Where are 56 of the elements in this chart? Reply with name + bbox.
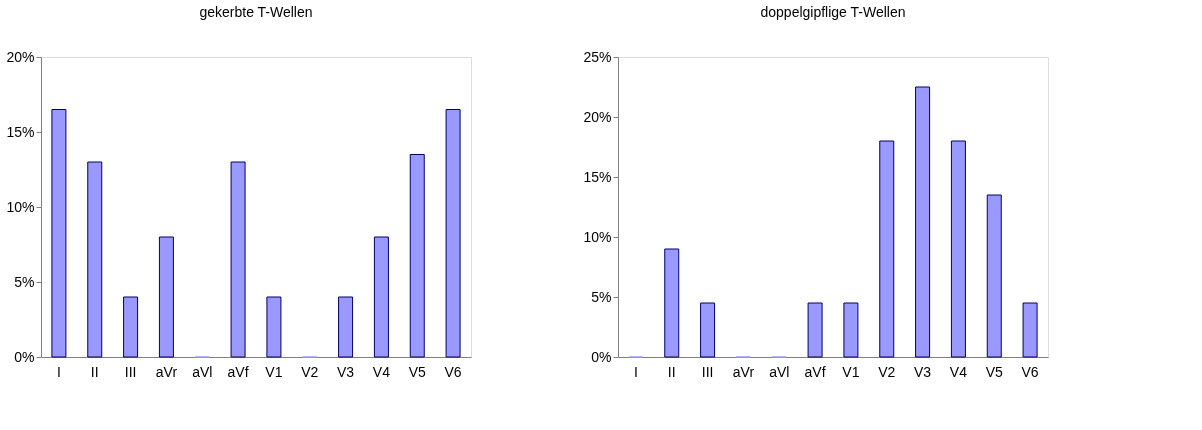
x-tick-label: aVf bbox=[227, 363, 249, 380]
bar bbox=[843, 302, 859, 358]
x-tick-label: III bbox=[701, 363, 714, 380]
y-tick-label: 10% bbox=[583, 228, 612, 245]
bar bbox=[373, 236, 389, 358]
bar bbox=[87, 161, 103, 358]
x-tick-label: II bbox=[90, 363, 99, 380]
y-tick-label: 20% bbox=[583, 108, 612, 125]
bar bbox=[950, 140, 966, 358]
bar bbox=[986, 194, 1002, 358]
x-tick-label: V6 bbox=[1021, 363, 1039, 380]
x-tick-label: aVr bbox=[732, 363, 755, 380]
x-tick-label: aVf bbox=[804, 363, 826, 380]
x-tick-label: V5 bbox=[408, 363, 427, 380]
bar bbox=[879, 140, 895, 358]
bar bbox=[123, 296, 139, 358]
x-tick-label: aVl bbox=[769, 363, 790, 380]
y-tick-label: 5% bbox=[14, 273, 35, 290]
bar bbox=[266, 296, 282, 358]
x-tick-label: aVr bbox=[155, 363, 178, 380]
x-tick-label: I bbox=[633, 363, 638, 380]
x-tick-label: aVl bbox=[192, 363, 213, 380]
y-tick-label: 0% bbox=[591, 348, 612, 365]
y-tick-label: 0% bbox=[14, 348, 35, 365]
x-tick-label: V2 bbox=[301, 363, 319, 380]
bar bbox=[807, 302, 823, 358]
y-tick-label: 20% bbox=[6, 48, 35, 65]
x-tick-label: V5 bbox=[985, 363, 1004, 380]
bar bbox=[51, 109, 67, 358]
y-tick-label: 25% bbox=[583, 48, 612, 65]
x-tick-label: V2 bbox=[878, 363, 896, 380]
bar bbox=[158, 236, 174, 358]
x-tick-label: III bbox=[124, 363, 137, 380]
x-tick-label: V4 bbox=[949, 363, 968, 380]
bar bbox=[338, 296, 354, 358]
bar bbox=[1022, 302, 1038, 358]
x-tick-label: V3 bbox=[337, 363, 355, 380]
x-tick-label: V3 bbox=[914, 363, 932, 380]
bar bbox=[409, 154, 425, 358]
x-tick-label: V1 bbox=[842, 363, 860, 380]
x-tick-label: V4 bbox=[372, 363, 391, 380]
bar bbox=[664, 248, 680, 358]
bar bbox=[700, 302, 716, 358]
y-tick-label: 10% bbox=[6, 198, 35, 215]
x-tick-label: V6 bbox=[444, 363, 462, 380]
x-tick-label: II bbox=[667, 363, 676, 380]
y-tick-label: 15% bbox=[583, 168, 612, 185]
bar bbox=[230, 161, 246, 358]
bar bbox=[445, 109, 461, 358]
x-tick-label: I bbox=[56, 363, 61, 380]
chart-title: gekerbte T-Wellen bbox=[199, 4, 313, 20]
x-tick-label: V1 bbox=[265, 363, 283, 380]
chart-title: doppelgipflige T-Wellen bbox=[760, 4, 906, 20]
bar bbox=[915, 86, 931, 358]
y-tick-label: 5% bbox=[591, 288, 612, 305]
y-tick-label: 15% bbox=[6, 123, 35, 140]
